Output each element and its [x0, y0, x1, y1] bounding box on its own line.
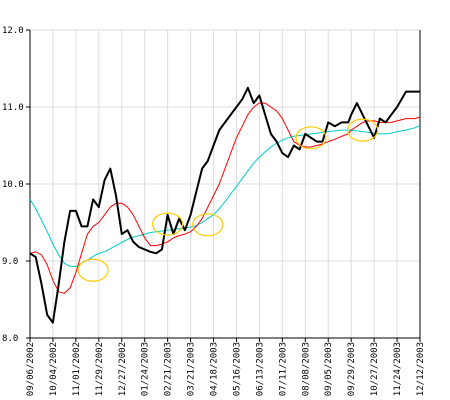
crossover-marker [152, 212, 184, 236]
series-layer [29, 86, 421, 324]
x-tick-label: 01/24/2003 [141, 342, 151, 396]
crossover-marker [192, 213, 224, 237]
crossover-marker [347, 118, 379, 142]
x-tick-label: 11/01/2002 [72, 342, 82, 396]
x-tick-label: 09/06/2002 [26, 342, 36, 396]
axes [26, 29, 421, 342]
x-tick-label: 03/21/2003 [187, 342, 197, 396]
crossover-markers [77, 118, 379, 282]
x-tick-label: 04/18/2003 [210, 342, 220, 396]
y-tick-label: 11.0 [2, 103, 24, 113]
x-tick-label: 05/16/2003 [232, 342, 242, 396]
series-line-short-ma [29, 102, 421, 294]
x-tick-label: 10/27/2003 [370, 342, 380, 396]
y-tick-label: 12.0 [2, 26, 24, 36]
x-tick-label: 12/27/2002 [118, 342, 128, 396]
series-line-long-ma [29, 125, 421, 267]
grid [29, 29, 421, 339]
y-tick-label: 8.0 [2, 334, 18, 344]
x-tick-label: 09/29/2003 [347, 342, 357, 396]
x-tick-label: 07/11/2003 [278, 342, 288, 396]
x-tick-label: 09/05/2003 [324, 342, 334, 396]
tick-labels: 8.0 9.0 10.0 11.0 12.0 09/06/2002 10/04/2002 11… [2, 26, 426, 396]
x-tick-label: 10/04/2002 [49, 342, 59, 396]
x-tick-label: 11/29/2002 [95, 342, 105, 396]
x-tick-label: 11/24/2003 [393, 342, 403, 396]
x-tick-label: 08/08/2003 [301, 342, 311, 396]
y-tick-label: 9.0 [2, 257, 18, 267]
x-tick-label: 06/13/2003 [255, 342, 265, 396]
series-line-price [29, 86, 420, 324]
x-tick-label: 12/12/2003 [416, 342, 426, 396]
crossover-marker [295, 126, 327, 150]
y-tick-label: 10.0 [2, 180, 24, 190]
crossover-marker [77, 258, 109, 282]
x-tick-label: 02/21/2003 [164, 342, 174, 396]
